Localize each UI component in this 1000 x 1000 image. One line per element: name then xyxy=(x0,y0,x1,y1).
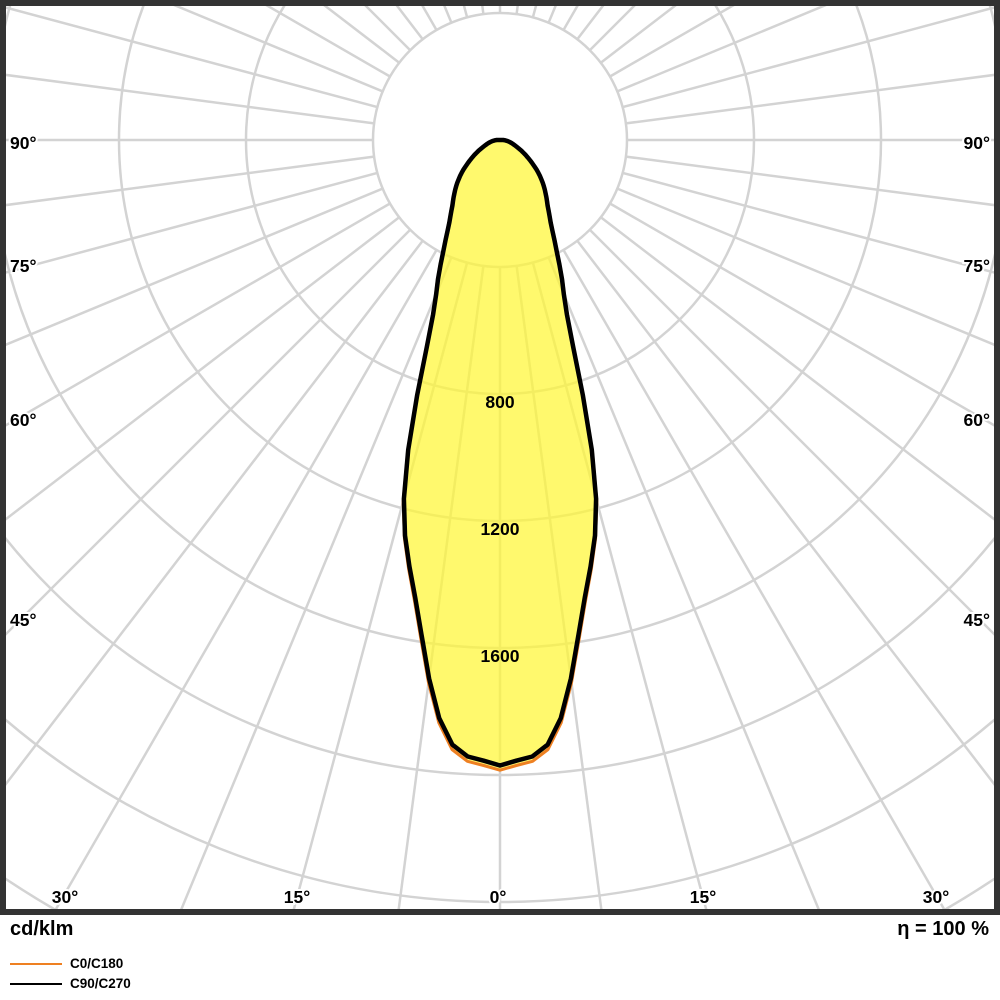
angular-gridline-spoke xyxy=(180,256,453,909)
angular-gridline-spoke xyxy=(625,73,994,125)
angle-label-left: 90° xyxy=(10,133,36,153)
angular-gridline-spoke xyxy=(443,6,453,24)
angle-label-bottom: 15° xyxy=(690,887,716,907)
angular-gridline-spoke xyxy=(6,6,378,109)
c90-c270-line-swatch xyxy=(10,983,62,985)
angular-gridline-spoke xyxy=(6,155,375,207)
angular-gridline-spoke xyxy=(515,6,519,15)
c0-c180-line-swatch xyxy=(10,963,62,965)
angular-gridline-spoke xyxy=(622,171,994,274)
angle-label-bottom: 30° xyxy=(923,887,949,907)
angular-gridline-spoke xyxy=(616,187,994,346)
angular-gridline-spoke xyxy=(588,228,994,636)
angular-gridline-spoke xyxy=(6,240,424,786)
angular-gridline-spoke xyxy=(173,6,384,93)
angular-gridline-spoke xyxy=(6,202,391,427)
angle-label-left: 45° xyxy=(10,610,36,630)
angular-gridline-spoke xyxy=(364,6,412,52)
efficiency-label: η = 100 % xyxy=(897,918,989,940)
angular-gridline-spoke xyxy=(609,202,994,427)
angular-gridline-spoke xyxy=(625,155,994,207)
angular-gridline-spoke xyxy=(547,256,820,909)
angular-gridline-spoke xyxy=(588,6,636,52)
angular-gridline-spoke xyxy=(54,249,438,909)
angular-gridline-spoke xyxy=(6,73,375,125)
polar-intensity-diagram: 800 1200 1600 90° 75° 60° 45° 90° 75° 60° 45° 30° 15… xyxy=(6,6,994,909)
angular-gridline-spoke xyxy=(600,216,994,521)
angle-label-bottom: 30° xyxy=(52,887,78,907)
radial-value-label: 800 xyxy=(485,392,514,412)
legend-label-c90-c270: C90/C270 xyxy=(70,976,131,991)
curve-c90-c270 xyxy=(401,137,599,768)
angular-gridline-spoke xyxy=(547,6,557,24)
angular-gridline-spoke xyxy=(6,187,384,346)
radial-value-label: 1600 xyxy=(481,646,520,666)
angular-gridline-spoke xyxy=(531,6,538,18)
angle-label-bottom: 15° xyxy=(284,887,310,907)
angular-gridline-spoke xyxy=(562,249,946,909)
angle-label-bottom: 0° xyxy=(490,887,507,907)
intensity-lobe xyxy=(401,137,599,772)
angular-gridline-spoke xyxy=(421,6,438,31)
angle-label-left: 75° xyxy=(10,256,36,276)
angular-gridline-spoke xyxy=(562,6,579,31)
angular-gridline-spoke xyxy=(6,216,400,521)
unit-label: cd/klm xyxy=(10,918,74,940)
angle-label-left: 60° xyxy=(10,410,36,430)
angular-gridline-spoke xyxy=(265,6,391,78)
angular-gridline-spoke xyxy=(600,6,677,64)
angular-gridline-spoke xyxy=(616,6,827,93)
angular-gridline-spoke xyxy=(481,6,485,15)
angular-gridline-spoke xyxy=(6,171,378,274)
legend-label-c0-c180: C0/C180 xyxy=(70,956,124,971)
angular-gridline-spoke xyxy=(462,6,469,18)
angle-label-right: 90° xyxy=(964,133,990,153)
angular-gridline-spoke xyxy=(323,6,400,64)
angular-gridline-spoke xyxy=(6,228,412,636)
polar-plot-frame: 800 1200 1600 90° 75° 60° 45° 90° 75° 60° 45° 30° 15… xyxy=(0,0,1000,915)
lobe-fill xyxy=(403,140,597,771)
angle-label-right: 45° xyxy=(964,610,990,630)
angular-gridline-spoke xyxy=(609,6,735,78)
angle-label-right: 75° xyxy=(964,256,990,276)
angular-gridline-spoke xyxy=(622,6,994,109)
angle-label-right: 60° xyxy=(964,410,990,430)
radial-value-label: 1200 xyxy=(481,519,520,539)
angular-gridline-spoke xyxy=(576,240,994,786)
